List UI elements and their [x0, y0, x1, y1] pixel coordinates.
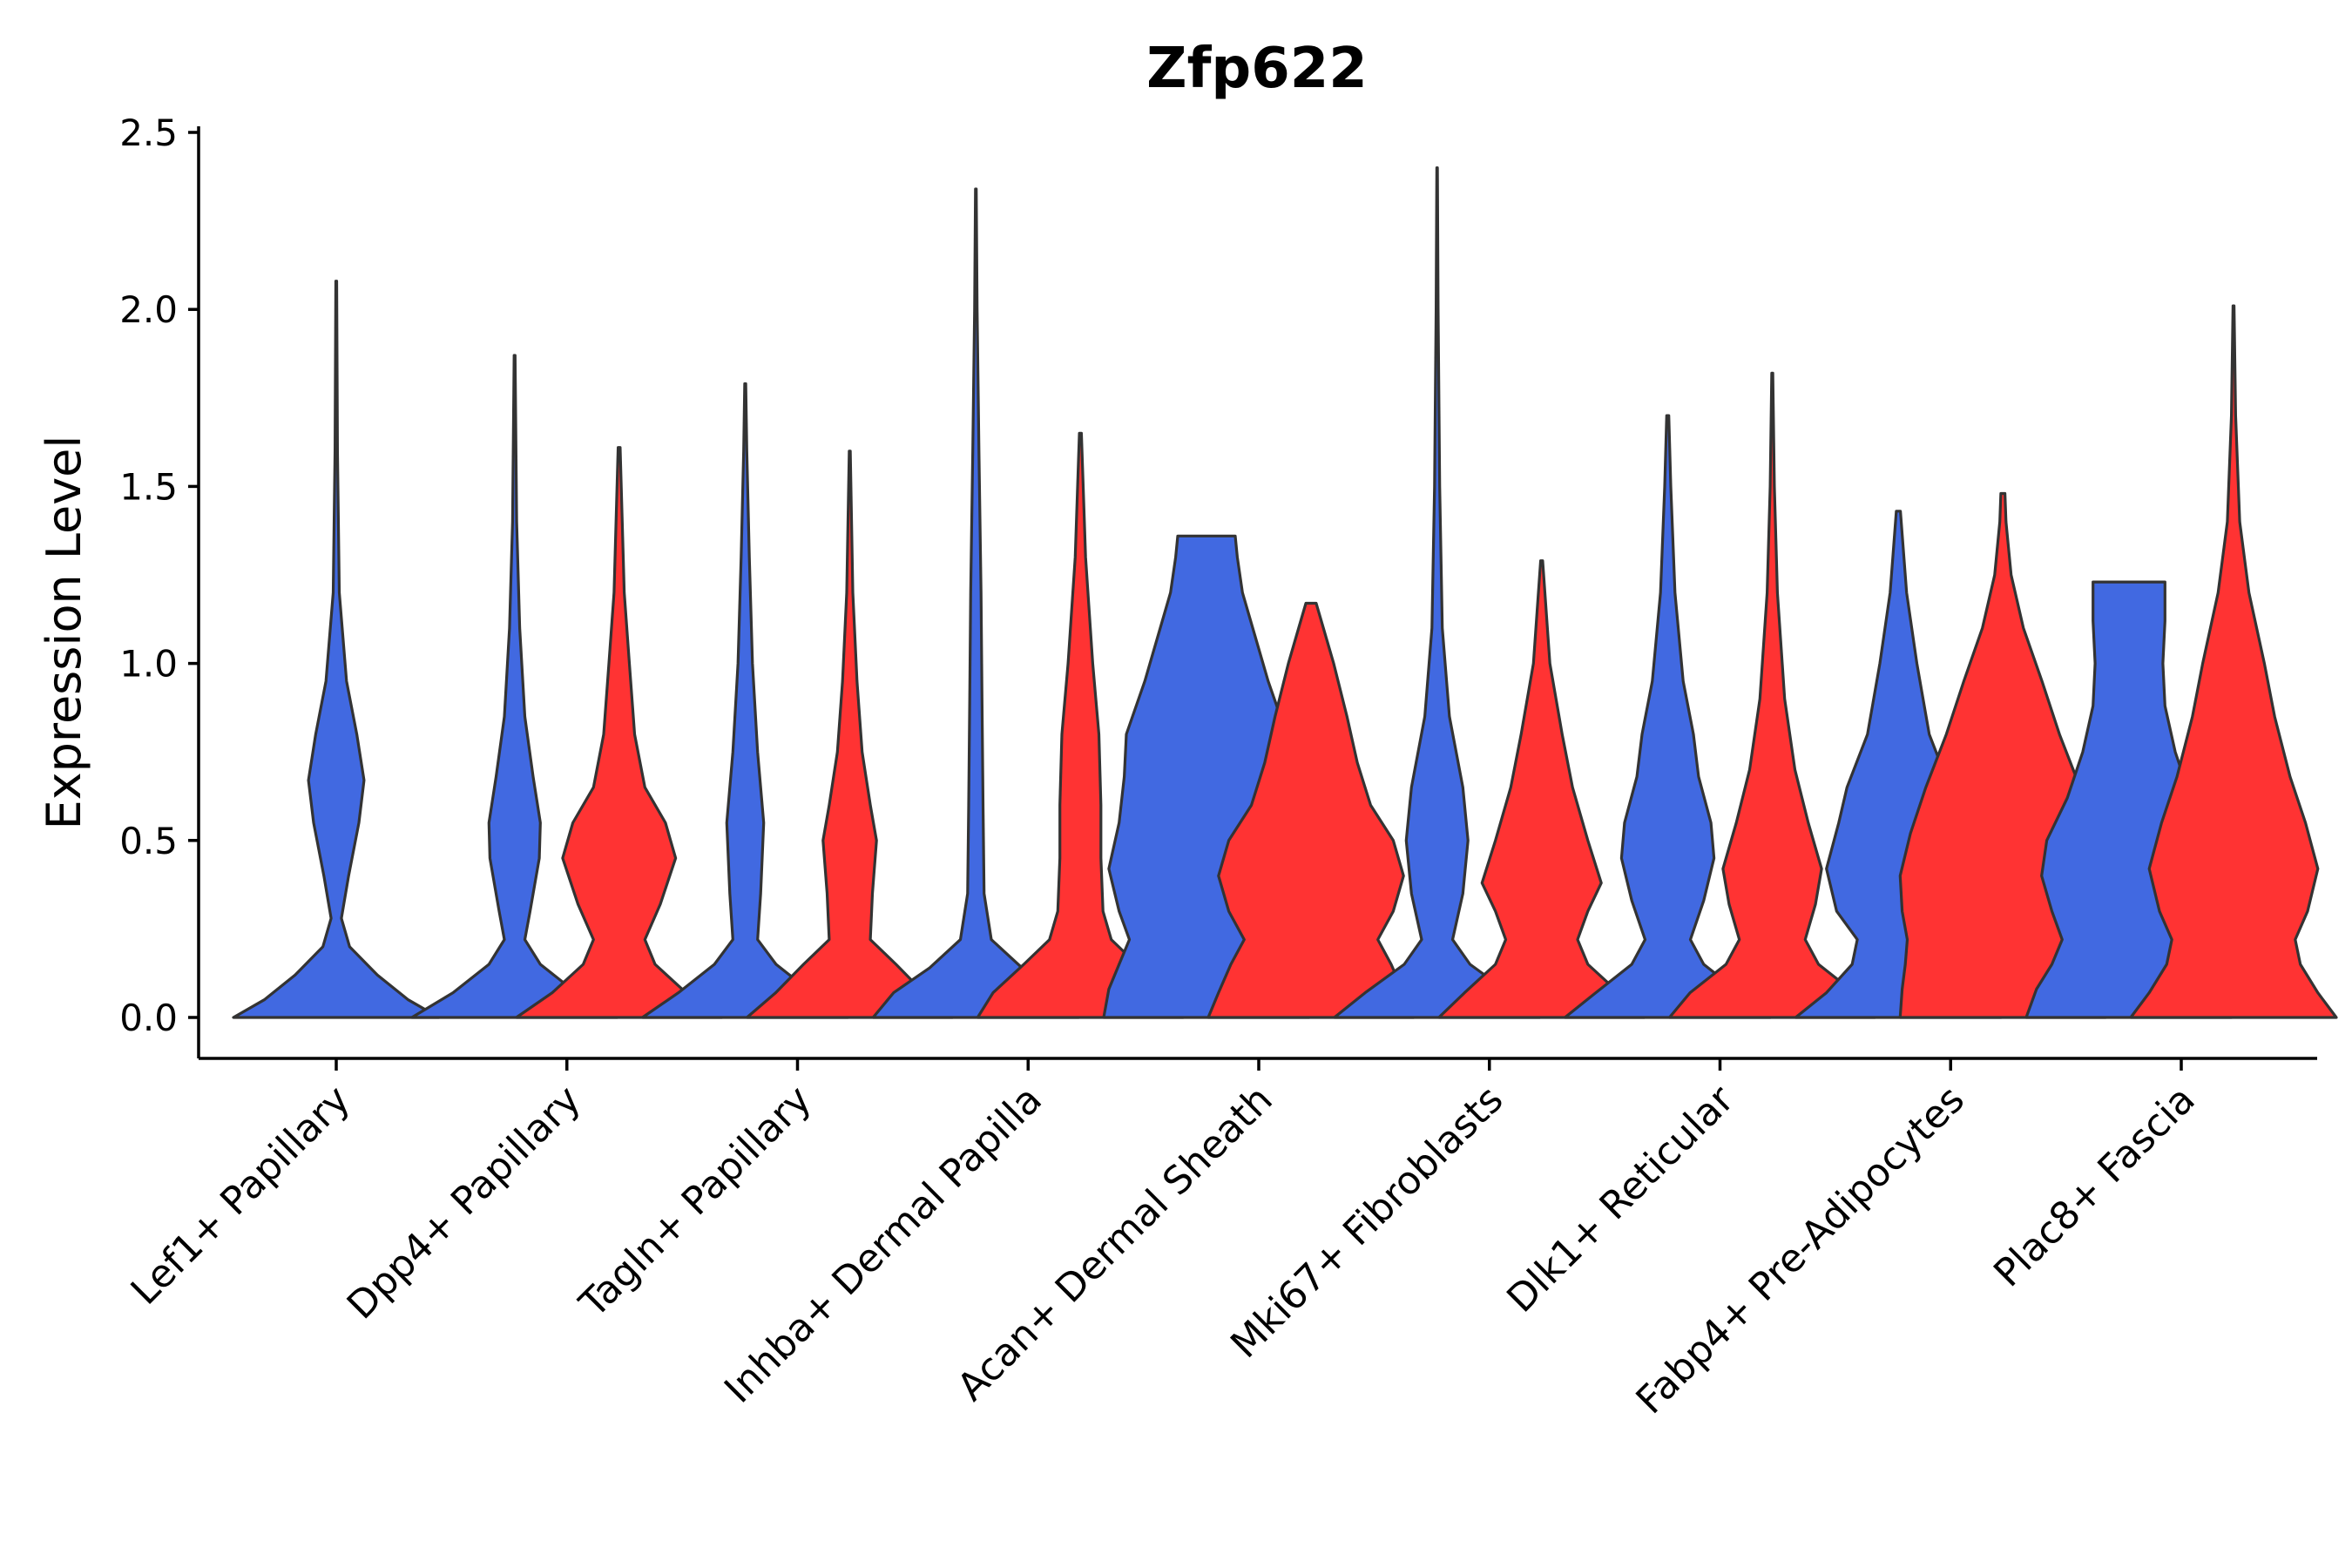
- y-tick-label: 1.0: [119, 643, 178, 686]
- violin-group-1-3: [871, 187, 1080, 1019]
- y-axis-label: Expression Level: [37, 436, 91, 830]
- violin-group-2-1: [515, 446, 724, 1019]
- y-tick-label: 2.0: [119, 288, 178, 331]
- violin-group-1-2: [640, 382, 850, 1019]
- violin-group-1-1: [410, 354, 619, 1019]
- x-tick-label: Dpp4+ Papillary: [339, 1078, 590, 1328]
- violin-group-2-6: [1667, 371, 1877, 1019]
- violin-group-1-0: [232, 280, 441, 1019]
- violin-group-2-8: [2129, 304, 2338, 1019]
- violin-group-2-3: [976, 431, 1185, 1019]
- x-tick-label: Tagln+ Papillary: [571, 1078, 820, 1327]
- violin-plot-area: [232, 166, 2338, 1019]
- violin-group-2-4: [1206, 601, 1416, 1019]
- x-tick-label: Lef1+ Papillary: [123, 1078, 359, 1314]
- chart-title: Zfp622: [1146, 37, 1368, 101]
- x-tick-label: Dlk1+ Reticular: [1498, 1077, 1743, 1321]
- y-tick-label: 2.5: [119, 112, 178, 154]
- violin-group-2-2: [745, 449, 955, 1019]
- y-tick-label: 0.0: [119, 997, 178, 1039]
- violin-group-1-6: [1563, 414, 1773, 1019]
- violin-group-1-5: [1333, 166, 1542, 1019]
- violin-group-2-5: [1437, 559, 1646, 1019]
- y-tick-label: 0.5: [119, 820, 178, 862]
- x-tick-label: Plac8+ Fascia: [1985, 1078, 2204, 1296]
- y-tick-label: 1.5: [119, 465, 178, 508]
- y-axis-ticks: 0.0 0.5 1.0 1.5 2.0 2.5: [119, 112, 199, 1039]
